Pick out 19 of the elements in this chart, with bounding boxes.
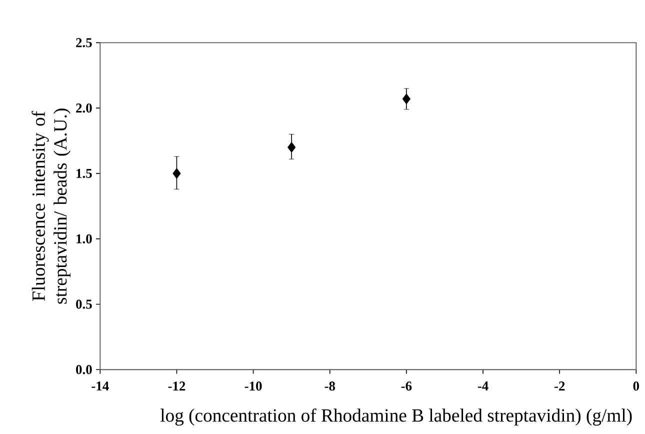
x-tick-label: -2 (554, 381, 565, 390)
x-tick-label: -4 (478, 381, 488, 390)
y-tick-label: 0.0 (76, 364, 92, 374)
y-tick-label: 2.5 (76, 38, 92, 48)
point (172, 168, 181, 179)
x-tick-label: -10 (244, 381, 262, 390)
point (402, 93, 411, 104)
y-axis-title: Fluorescence intensity of streptavidin/ beads (A.U.) (32, 108, 70, 304)
y-tick-label: 1.0 (76, 234, 92, 244)
y-tick-label: 0.5 (76, 299, 92, 309)
x-tick-label: -8 (324, 381, 336, 390)
x-tick-label: -12 (168, 381, 186, 390)
y-tick-label: 2.0 (76, 103, 92, 112)
x-tick-label: 0 (633, 381, 640, 390)
x-tick-label: -6 (401, 381, 412, 390)
x-axis-title: log (concentration of Rhodamine B labeled streptavidin) (g/ml) (160, 408, 632, 426)
point (287, 142, 296, 152)
y-tick-label: 1.5 (76, 168, 92, 178)
x-tick-label: -14 (92, 381, 109, 390)
